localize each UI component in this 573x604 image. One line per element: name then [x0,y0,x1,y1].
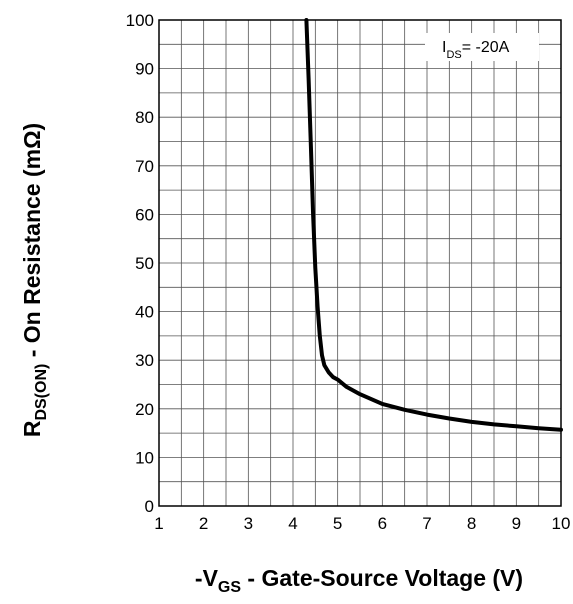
x-tick-label: 10 [552,514,571,533]
x-tick-label: 5 [333,514,342,533]
x-tick-label: 8 [467,514,476,533]
y-tick-label: 100 [126,11,154,30]
plot-frame [158,19,562,507]
x-tick-labels: 1 2 3 4 5 6 7 8 9 10 [154,514,570,533]
annotation-background [425,33,539,61]
annotation: IDS= -20A [425,33,539,61]
series-line [304,18,563,432]
y-tick-label: 70 [135,157,154,176]
y-tick-label: 90 [135,60,154,79]
x-tick-label: 4 [288,514,297,533]
y-tick-label: 80 [135,108,154,127]
x-tick-label: 9 [512,514,521,533]
annotation-label: IDS= -20A [442,39,510,61]
y-tick-labels: 0 10 20 30 40 50 60 70 80 90 100 [126,11,154,516]
y-tick-label: 60 [135,205,154,224]
x-tick-label: 2 [199,514,208,533]
x-axis-label: -VGS - Gate-Source Voltage (V) [195,565,523,596]
x-tick-label: 7 [422,514,431,533]
y-tick-label: 40 [135,303,154,322]
grid [158,19,562,507]
x-tick-label: 3 [244,514,253,533]
y-tick-label: 10 [135,448,154,467]
y-tick-label: 20 [135,400,154,419]
y-tick-label: 50 [135,254,154,273]
y-tick-label: 0 [145,497,154,516]
y-tick-label: 30 [135,351,154,370]
y-axis-label: RDS(ON) - On Resistance (mΩ) [19,123,50,437]
x-tick-label: 6 [378,514,387,533]
x-tick-label: 1 [154,514,163,533]
